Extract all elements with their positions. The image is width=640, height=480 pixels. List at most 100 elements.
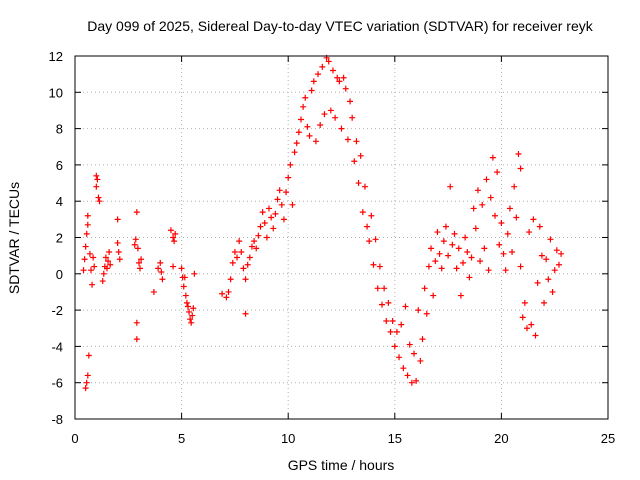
data-point bbox=[379, 301, 386, 308]
data-point bbox=[347, 98, 354, 105]
data-point bbox=[253, 245, 260, 252]
data-point bbox=[306, 132, 313, 139]
data-point bbox=[413, 377, 420, 384]
data-point bbox=[90, 254, 97, 261]
x-axis-label: GPS time / hours bbox=[288, 457, 395, 473]
data-point bbox=[83, 379, 90, 386]
data-point bbox=[244, 261, 251, 268]
data-point bbox=[187, 316, 194, 323]
data-point bbox=[445, 252, 452, 259]
x-tick-label: 15 bbox=[388, 431, 402, 446]
data-point bbox=[81, 256, 88, 263]
data-point bbox=[312, 138, 319, 145]
y-tick-label: -2 bbox=[51, 303, 63, 318]
data-point bbox=[170, 263, 177, 270]
data-point bbox=[189, 312, 196, 319]
data-point bbox=[351, 158, 358, 165]
data-point bbox=[383, 317, 390, 324]
data-point bbox=[543, 256, 550, 263]
data-point bbox=[167, 227, 174, 234]
data-point bbox=[270, 225, 277, 232]
data-point bbox=[285, 174, 292, 181]
data-point bbox=[238, 249, 245, 256]
data-point bbox=[191, 270, 198, 277]
data-point bbox=[521, 299, 528, 306]
data-point bbox=[489, 154, 496, 161]
data-point bbox=[464, 249, 471, 256]
data-point bbox=[393, 328, 400, 335]
data-point bbox=[389, 317, 396, 324]
data-point bbox=[440, 238, 447, 245]
data-point bbox=[280, 216, 287, 223]
data-point bbox=[102, 254, 109, 261]
data-point bbox=[555, 261, 562, 268]
data-point bbox=[103, 265, 110, 272]
data-point bbox=[138, 256, 145, 263]
data-point bbox=[381, 285, 388, 292]
data-point bbox=[334, 74, 341, 81]
data-point bbox=[526, 229, 533, 236]
y-tick-label: 6 bbox=[56, 158, 63, 173]
y-tick-label: 8 bbox=[56, 122, 63, 137]
data-point bbox=[219, 290, 226, 297]
data-point bbox=[468, 254, 475, 261]
data-point bbox=[519, 314, 526, 321]
data-point bbox=[251, 238, 258, 245]
data-point bbox=[95, 194, 102, 201]
data-point bbox=[472, 225, 479, 232]
data-point bbox=[266, 205, 273, 212]
data-point bbox=[462, 234, 469, 241]
data-point bbox=[453, 265, 460, 272]
data-point bbox=[553, 247, 560, 254]
data-point bbox=[297, 116, 304, 123]
data-point bbox=[89, 281, 96, 288]
data-point bbox=[536, 223, 543, 230]
y-tick-label: 0 bbox=[56, 267, 63, 282]
data-point bbox=[357, 152, 364, 159]
data-point bbox=[513, 214, 520, 221]
data-point bbox=[242, 310, 249, 317]
data-point bbox=[259, 209, 266, 216]
data-point bbox=[361, 183, 368, 190]
data-point bbox=[86, 250, 93, 257]
data-point bbox=[190, 305, 197, 312]
data-point bbox=[447, 183, 454, 190]
data-point bbox=[425, 263, 432, 270]
data-point bbox=[246, 254, 253, 261]
data-point bbox=[93, 183, 100, 190]
data-point bbox=[438, 265, 445, 272]
data-point bbox=[400, 365, 407, 372]
data-point bbox=[370, 261, 377, 268]
data-point bbox=[398, 321, 405, 328]
data-point bbox=[272, 210, 279, 217]
data-point bbox=[419, 336, 426, 343]
data-point bbox=[455, 245, 462, 252]
data-point bbox=[84, 221, 91, 228]
data-point bbox=[85, 352, 92, 359]
y-tick-label: 10 bbox=[49, 85, 63, 100]
data-point bbox=[84, 212, 91, 219]
data-point bbox=[132, 236, 139, 243]
data-point bbox=[263, 234, 270, 241]
chart-title: Day 099 of 2025, Sidereal Day-to-day VTE… bbox=[87, 18, 593, 34]
data-point bbox=[80, 267, 87, 274]
data-point bbox=[291, 149, 298, 156]
data-point bbox=[498, 219, 505, 226]
data-point bbox=[327, 107, 334, 114]
data-point bbox=[83, 230, 90, 237]
y-tick-label: -4 bbox=[51, 339, 63, 354]
data-point bbox=[289, 201, 296, 208]
data-point bbox=[287, 161, 294, 168]
data-point bbox=[479, 201, 486, 208]
x-tick-label: 20 bbox=[494, 431, 508, 446]
data-point bbox=[528, 321, 535, 328]
data-point bbox=[457, 292, 464, 299]
data-point bbox=[530, 216, 537, 223]
data-point bbox=[449, 241, 456, 248]
x-tick-label: 5 bbox=[178, 431, 185, 446]
data-point bbox=[338, 125, 345, 132]
x-tick-label: 0 bbox=[71, 431, 78, 446]
data-point bbox=[396, 354, 403, 361]
data-point bbox=[133, 319, 140, 326]
data-point bbox=[116, 256, 123, 263]
